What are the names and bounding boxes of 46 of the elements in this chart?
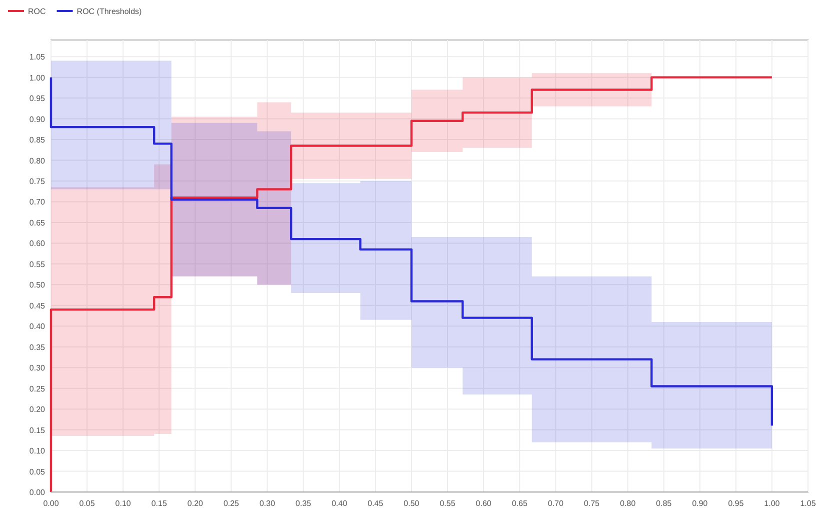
x-tick-label: 0.75 <box>584 499 600 508</box>
y-tick-label: 0.50 <box>29 280 46 290</box>
y-tick-label: 0.85 <box>29 136 46 145</box>
x-tick-label: 0.80 <box>620 499 636 508</box>
x-tick-label: 0.90 <box>692 499 708 508</box>
y-tick-label: 0.80 <box>29 156 46 166</box>
y-tick-label: 0.25 <box>29 384 46 394</box>
x-tick-label: 0.70 <box>548 499 564 508</box>
x-tick-label: 1.05 <box>800 499 816 508</box>
y-tick-label: 0.40 <box>29 322 46 332</box>
y-tick-label: 0.65 <box>29 218 46 228</box>
x-tick-label: 0.65 <box>512 499 528 508</box>
x-tick-label: 0.40 <box>332 499 348 508</box>
x-tick-label: 0.20 <box>187 499 204 508</box>
x-tick-label: 0.55 <box>440 499 456 508</box>
y-tick-label: 0.95 <box>29 94 46 104</box>
x-tick-label: 0.15 <box>151 499 168 508</box>
x-tick-label: 0.85 <box>656 499 672 508</box>
x-tick-label: 0.25 <box>223 499 240 508</box>
x-tick-label: 0.50 <box>404 499 420 508</box>
y-tick-label: 0.70 <box>29 198 46 207</box>
x-tick-label: 0.35 <box>296 499 312 508</box>
y-tick-label: 0.30 <box>29 364 46 373</box>
y-tick-label: 0.35 <box>29 342 46 352</box>
x-tick-label: 1.00 <box>764 499 780 508</box>
y-tick-label: 0.15 <box>29 426 46 435</box>
y-tick-label: 0.55 <box>29 260 46 269</box>
x-tick-label: 0.60 <box>476 499 492 508</box>
y-tick-label: 1.00 <box>29 73 46 82</box>
x-tick-label: 0.10 <box>115 499 132 508</box>
x-tick-label: 0.45 <box>368 499 384 508</box>
y-tick-label: 0.75 <box>29 176 46 186</box>
x-tick-label: 0.30 <box>259 499 276 508</box>
y-tick-label: 0.45 <box>29 301 46 310</box>
y-tick-label: 0.60 <box>29 239 46 248</box>
y-tick-label: 1.05 <box>29 52 46 62</box>
x-tick-label: 0.95 <box>728 499 744 508</box>
x-tick-label: 0.05 <box>79 499 96 508</box>
y-tick-label: 0.10 <box>29 446 46 456</box>
x-tick-label: 0.00 <box>43 499 60 508</box>
y-tick-label: 0.20 <box>29 405 46 414</box>
legend-label: ROC <box>28 7 46 16</box>
y-tick-label: 0.00 <box>29 488 46 497</box>
y-tick-label: 0.90 <box>29 114 46 124</box>
legend-label: ROC (Thresholds) <box>76 7 142 16</box>
y-tick-label: 0.05 <box>29 467 46 476</box>
